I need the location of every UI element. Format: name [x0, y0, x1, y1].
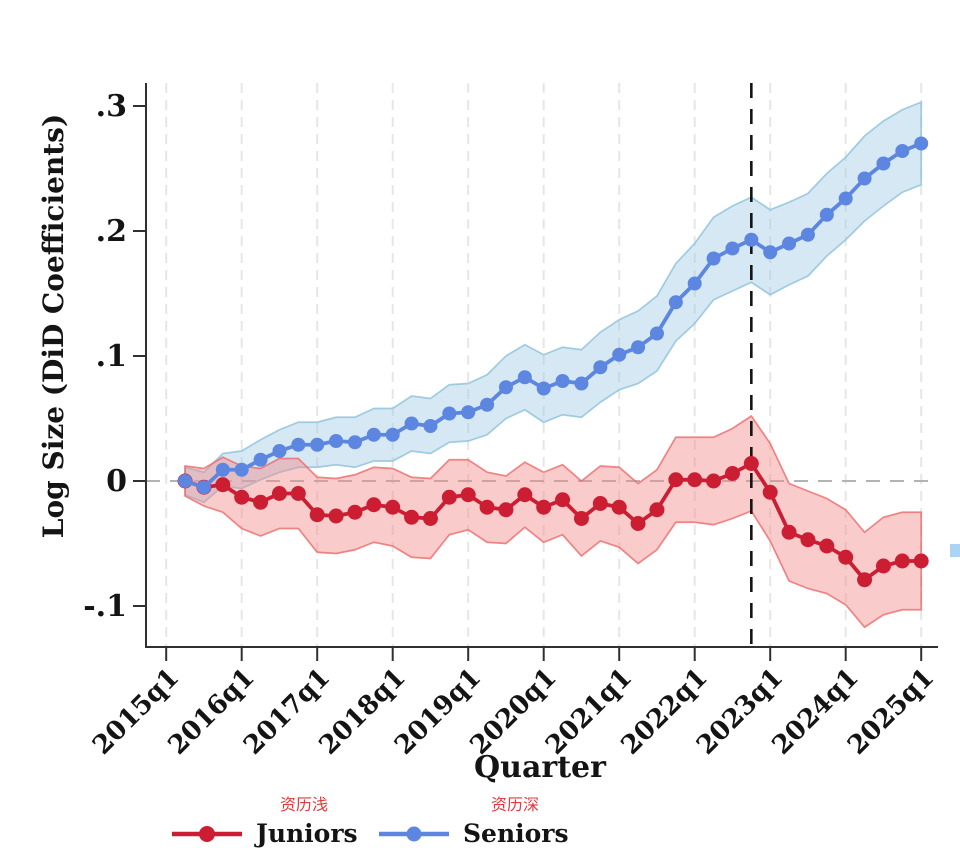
marker-seniors	[574, 376, 589, 391]
marker-juniors	[913, 553, 929, 569]
marker-seniors	[536, 381, 551, 396]
marker-seniors	[744, 232, 759, 247]
marker-seniors	[385, 427, 400, 442]
legend-label-seniors: Seniors	[463, 819, 569, 848]
marker-juniors	[460, 487, 476, 503]
marker-seniors	[876, 156, 891, 171]
marker-seniors	[800, 227, 815, 242]
marker-juniors	[857, 572, 873, 588]
line-seniors	[184, 141, 922, 490]
marker-juniors	[800, 532, 816, 548]
marker-seniors	[480, 397, 495, 412]
marker-juniors	[404, 509, 420, 525]
marker-juniors	[441, 489, 457, 505]
marker-seniors	[423, 419, 438, 433]
marker-seniors	[612, 347, 627, 362]
marker-seniors	[442, 406, 457, 421]
marker-seniors	[347, 435, 362, 450]
marker-juniors	[215, 477, 231, 493]
x-axis-title: Quarter	[474, 750, 606, 785]
marker-juniors	[479, 499, 495, 515]
legend: 资历浅 Juniors 资历深 Seniors	[0, 796, 960, 856]
marker-seniors	[498, 380, 513, 395]
marker-juniors	[347, 504, 363, 520]
marker-seniors	[404, 416, 419, 431]
marker-seniors	[706, 251, 721, 266]
legend-label-juniors: Juniors	[256, 819, 358, 848]
legend-line-dot-juniors-icon	[172, 825, 242, 842]
marker-juniors	[687, 472, 703, 488]
marker-seniors	[819, 207, 834, 222]
legend-item-seniors: 资历深 Seniors	[377, 796, 569, 848]
marker-seniors	[291, 437, 306, 452]
annotation-juniors-chinese: 资历浅	[280, 795, 329, 814]
marker-seniors	[725, 241, 740, 256]
marker-seniors	[272, 444, 287, 458]
marker-juniors	[498, 502, 514, 518]
marker-seniors	[329, 434, 344, 448]
marker-juniors	[611, 499, 627, 515]
marker-seniors	[310, 437, 325, 452]
marker-juniors	[762, 484, 778, 500]
marker-juniors	[573, 511, 589, 526]
y-tick-label: -.1	[83, 589, 127, 624]
marker-seniors	[215, 462, 230, 477]
y-tick-label: .1	[96, 339, 127, 374]
ui-artifact-square	[950, 544, 960, 557]
marker-juniors	[894, 553, 910, 569]
marker-juniors	[517, 487, 533, 503]
marker-seniors	[914, 136, 929, 151]
marker-juniors	[328, 508, 344, 524]
legend-line-dot-seniors-icon	[379, 826, 449, 841]
marker-seniors	[668, 295, 683, 310]
marker-juniors	[309, 507, 325, 523]
annotation-seniors-chinese: 资历深	[491, 795, 540, 814]
marker-seniors	[782, 236, 797, 251]
marker-seniors	[838, 191, 853, 206]
marker-juniors	[649, 502, 665, 518]
marker-juniors	[366, 497, 382, 513]
y-tick-label: .2	[96, 214, 127, 249]
marker-juniors	[592, 496, 608, 511]
marker-juniors	[555, 492, 571, 508]
marker-seniors	[857, 171, 872, 186]
marker-juniors	[724, 466, 740, 481]
marker-seniors	[687, 276, 702, 291]
marker-seniors	[234, 462, 249, 477]
y-axis-title: Log Size (DiD Coefficients)	[37, 113, 70, 539]
line-juniors	[184, 461, 922, 582]
marker-seniors	[517, 370, 532, 385]
marker-seniors	[178, 474, 193, 488]
marker-seniors	[593, 360, 608, 375]
marker-seniors	[631, 340, 646, 355]
marker-juniors	[253, 494, 269, 510]
marker-juniors	[234, 489, 250, 505]
marker-juniors	[536, 499, 552, 515]
y-tick-label: 0	[106, 464, 127, 499]
marker-seniors	[763, 245, 778, 260]
marker-juniors	[630, 516, 646, 531]
marker-seniors	[253, 452, 268, 467]
marker-juniors	[875, 558, 891, 574]
marker-seniors	[895, 144, 910, 158]
marker-juniors	[385, 499, 401, 515]
marker-seniors	[366, 427, 381, 442]
marker-seniors	[461, 405, 476, 420]
marker-juniors	[819, 538, 835, 554]
marker-seniors	[196, 480, 211, 495]
marker-juniors	[743, 456, 759, 471]
marker-juniors	[271, 486, 287, 501]
marker-juniors	[706, 473, 722, 489]
marker-juniors	[290, 486, 306, 501]
y-tick-label: .3	[96, 89, 127, 124]
marker-juniors	[422, 511, 438, 526]
marker-juniors	[838, 549, 854, 565]
marker-juniors	[668, 472, 684, 488]
marker-juniors	[781, 524, 797, 540]
marker-seniors	[649, 326, 664, 341]
marker-seniors	[555, 374, 570, 388]
legend-item-juniors: 资历浅 Juniors	[170, 796, 358, 848]
